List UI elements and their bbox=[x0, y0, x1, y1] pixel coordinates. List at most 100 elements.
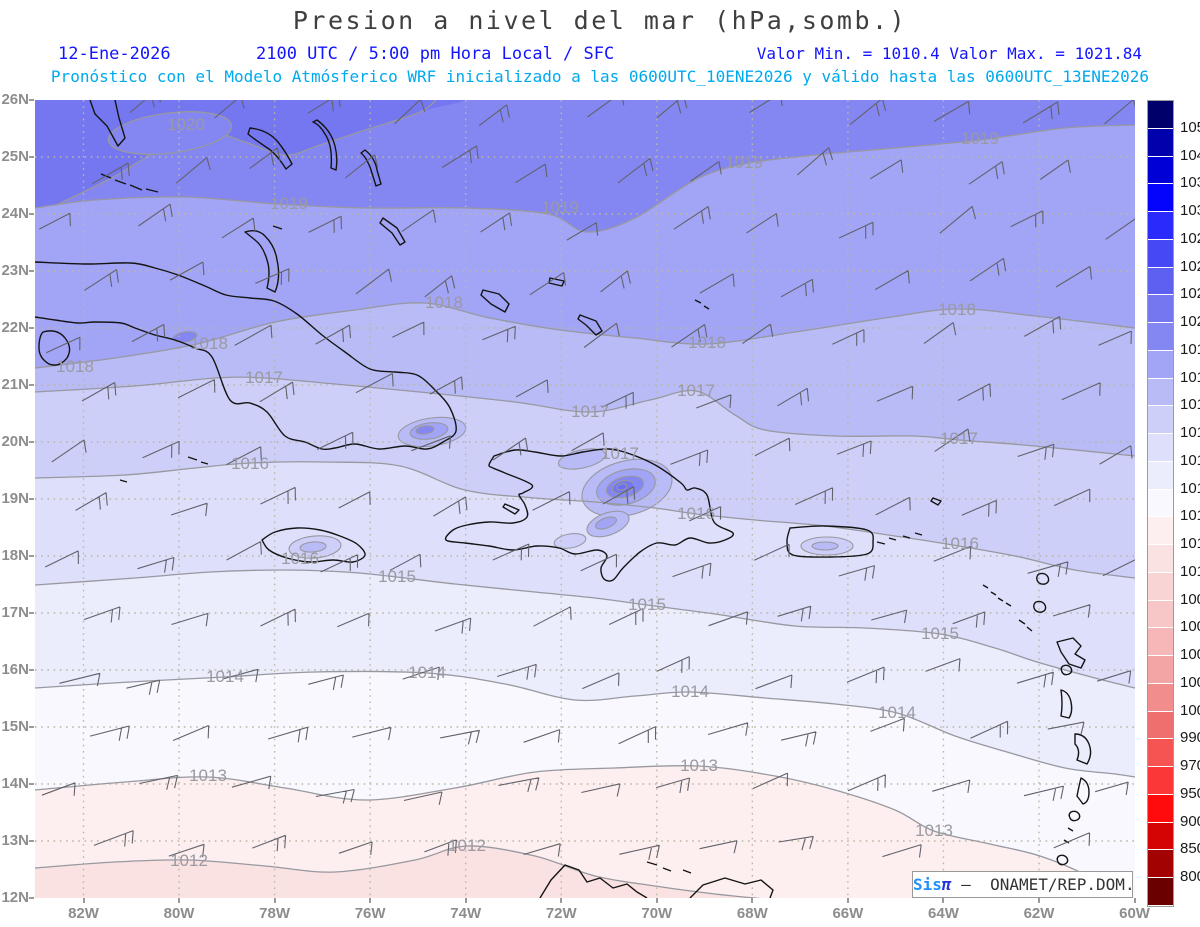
colorbar-segment bbox=[1148, 350, 1173, 379]
contour-label: 1014 bbox=[878, 703, 916, 722]
lat-tick bbox=[29, 498, 34, 500]
lat-tick bbox=[29, 99, 34, 101]
lon-tick bbox=[464, 898, 467, 903]
colorbar-label: 1050 bbox=[1180, 118, 1200, 136]
lon-tick bbox=[273, 898, 276, 903]
colorbar-segment bbox=[1148, 489, 1173, 518]
contour-label: 1016 bbox=[231, 454, 269, 473]
valid-hour: 2100 UTC / 5:00 pm Hora Local / SFC bbox=[256, 44, 615, 64]
lon-label: 60W bbox=[1119, 905, 1150, 922]
colorbar-label: 1017 bbox=[1180, 396, 1200, 414]
colorbar-label: 1008 bbox=[1180, 590, 1200, 608]
lon-label: 72W bbox=[545, 905, 577, 922]
colorbar-segment bbox=[1148, 656, 1173, 684]
lat-label: 26N bbox=[1, 91, 29, 108]
lon-tick bbox=[369, 898, 372, 903]
lat-label: 17N bbox=[1, 604, 29, 621]
contour-label: 1019 bbox=[961, 129, 999, 148]
wind-barbs bbox=[39, 100, 1135, 860]
lat-label: 23N bbox=[1, 262, 29, 279]
colorbar-segment bbox=[1148, 628, 1173, 656]
lon-label: 64W bbox=[928, 905, 959, 922]
colorbar-segment bbox=[1148, 683, 1173, 712]
contour-label: 1019 bbox=[541, 198, 579, 217]
contour-label: 1016 bbox=[677, 504, 715, 523]
colorbar-segment bbox=[1148, 461, 1173, 490]
lat-label: 24N bbox=[1, 205, 29, 222]
colorbar-label: 1022 bbox=[1180, 285, 1200, 303]
contour-label: 1020 bbox=[167, 115, 205, 134]
colorbar-label: 1010 bbox=[1180, 562, 1200, 580]
colorbar-label: 1006 bbox=[1180, 618, 1200, 636]
contour-label: 1017 bbox=[677, 381, 715, 400]
contour-label: 1013 bbox=[189, 766, 227, 785]
contour-label: 1019 bbox=[725, 153, 763, 172]
lon-label: 70W bbox=[641, 905, 673, 922]
lon-label: 68W bbox=[736, 905, 768, 922]
sispi-pi-glyph: π bbox=[941, 875, 952, 894]
colorbar-label: 990 bbox=[1180, 729, 1200, 747]
lat-label: 22N bbox=[1, 319, 29, 336]
contour-label: 1017 bbox=[601, 444, 639, 463]
lon-tick bbox=[560, 898, 563, 903]
colorbar-segment bbox=[1148, 406, 1173, 434]
colorbar-segment bbox=[1148, 184, 1173, 212]
colorbar-segment bbox=[1148, 767, 1173, 795]
colorbar-label: 1035 bbox=[1180, 174, 1200, 192]
coastlines bbox=[35, 100, 1125, 898]
colorbar-segment bbox=[1148, 267, 1173, 296]
colorbar-label: 1012 bbox=[1180, 535, 1200, 553]
contour-label: 1012 bbox=[170, 851, 208, 870]
lat-label: 16N bbox=[1, 661, 29, 678]
colorbar-label: 1028 bbox=[1180, 229, 1200, 247]
map-canvas: 1020 1019 1019 1019 1019 1018 1018 1018 1018 1018… bbox=[35, 100, 1135, 898]
colorbar-label: 1030 bbox=[1180, 202, 1200, 220]
lon-tick bbox=[82, 898, 85, 903]
colorbar: 1050 1040 1035 1030 1028 1025 1022 1020 1019 1018… bbox=[1145, 100, 1200, 910]
colorbar-segment bbox=[1148, 600, 1173, 629]
colorbar-segment bbox=[1148, 850, 1173, 878]
colorbar-label: 1040 bbox=[1180, 146, 1200, 164]
contour-label: 1017 bbox=[245, 368, 283, 387]
colorbar-segment bbox=[1148, 517, 1173, 545]
lon-label: 74W bbox=[450, 905, 482, 922]
colorbar-label: 1025 bbox=[1180, 257, 1200, 275]
lon-tick bbox=[178, 898, 181, 903]
colorbar-segment bbox=[1148, 101, 1173, 129]
lat-label: 15N bbox=[1, 718, 29, 735]
lon-tick bbox=[942, 898, 945, 903]
contour-label: 1015 bbox=[921, 624, 959, 643]
contour-label: 1014 bbox=[206, 667, 244, 686]
colorbar-segment bbox=[1148, 323, 1173, 351]
colorbar-label: 1013 bbox=[1180, 507, 1200, 525]
lat-label: 13N bbox=[1, 832, 29, 849]
lat-label: 14N bbox=[1, 775, 29, 792]
contour-label-layer: 1020 1019 1019 1019 1019 1018 1018 1018 1018 1018… bbox=[56, 115, 999, 870]
lat-label: 25N bbox=[1, 148, 29, 165]
lat-label: 21N bbox=[1, 376, 29, 393]
colorbar-label: 970 bbox=[1180, 757, 1200, 775]
contour-label: 1013 bbox=[915, 821, 953, 840]
sispi-logo: Sis bbox=[913, 875, 942, 894]
lon-tick bbox=[751, 898, 754, 903]
lon-label: 62W bbox=[1023, 905, 1055, 922]
chart-subtitle: 12-Ene-2026 2100 UTC / 5:00 pm Hora Loca… bbox=[0, 44, 1200, 64]
colorbar-segment bbox=[1148, 212, 1173, 240]
colorbar-label: 1016 bbox=[1180, 424, 1200, 442]
lon-label: 82W bbox=[68, 905, 99, 922]
contour-label: 1015 bbox=[378, 567, 416, 586]
colorbar-label: 950 bbox=[1180, 784, 1200, 802]
lon-tick bbox=[655, 898, 658, 903]
grid-dots bbox=[35, 100, 1135, 898]
colorbar-label: 1002 bbox=[1180, 673, 1200, 691]
colorbar-segment bbox=[1148, 545, 1173, 573]
colorbar-label: 1000 bbox=[1180, 701, 1200, 719]
lat-tick bbox=[29, 726, 34, 728]
colorbar-segment bbox=[1148, 739, 1173, 767]
lat-tick bbox=[29, 897, 34, 899]
lon-tick bbox=[846, 898, 849, 903]
lon-label: 78W bbox=[259, 905, 291, 922]
contour-label: 1018 bbox=[56, 357, 94, 376]
colorbar-label: 1019 bbox=[1180, 340, 1200, 358]
